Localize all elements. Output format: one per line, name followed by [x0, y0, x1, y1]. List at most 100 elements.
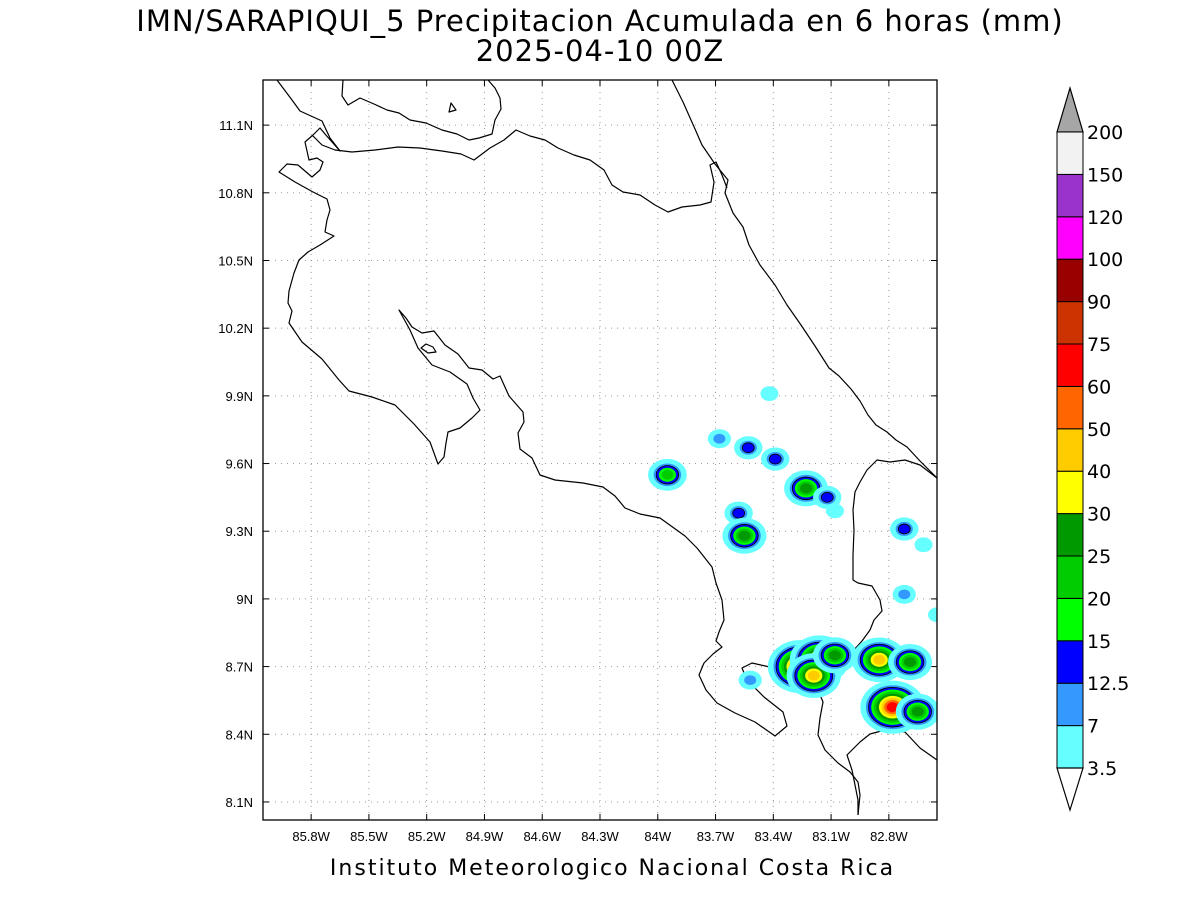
lat-tick-label: 9N	[236, 592, 253, 607]
precip-cell	[784, 470, 829, 507]
precip-contour	[713, 433, 726, 444]
lon-tick-label: 85.2W	[408, 829, 446, 844]
lat-tick-label: 9.6N	[226, 457, 253, 472]
coastline-panama-south	[846, 729, 937, 815]
lon-tick-label: 82.8W	[870, 829, 908, 844]
colorbar-swatch	[1056, 131, 1084, 175]
border-panama	[817, 459, 937, 691]
coastline-caribbean-nicaragua	[311, 129, 728, 213]
lat-tick-label: 8.4N	[226, 727, 253, 742]
colorbar-swatch	[1056, 555, 1084, 599]
precip-cell	[648, 458, 687, 491]
map-frame	[262, 79, 938, 821]
colorbar-swatch	[1056, 173, 1084, 218]
precip-contour	[661, 469, 674, 480]
precip-contour	[768, 453, 782, 465]
colorbar-label: 20	[1087, 588, 1111, 610]
coastline-caribbean	[671, 80, 937, 479]
precip-cell	[722, 517, 767, 554]
coastline-northwest	[276, 80, 861, 816]
lake-island	[448, 102, 457, 113]
precip-cell	[738, 670, 762, 690]
precip-cell	[928, 607, 937, 623]
colorbar-label: 90	[1087, 292, 1111, 314]
gulf-island	[420, 343, 437, 354]
colorbar-swatch	[1056, 343, 1084, 387]
colorbar: 3.5 7 12.5 15 20 25 30 40 50 60 75 90 100 120 150 200	[1056, 85, 1129, 813]
colorbar-swatch	[1056, 301, 1084, 345]
colorbar-label: 12.5	[1087, 673, 1129, 695]
precip-cell	[890, 517, 919, 541]
lat-tick-label: 10.5N	[218, 253, 253, 268]
lat-tick-label: 9.9N	[226, 389, 253, 404]
colorbar-over-triangle	[1056, 85, 1084, 133]
precip-contour	[898, 589, 911, 600]
precip-contour	[911, 706, 924, 717]
colorbar-under-triangle	[1056, 767, 1084, 813]
precip-cell	[892, 584, 916, 604]
precip-cell	[813, 485, 842, 510]
lat-tick-label: 10.8N	[218, 186, 253, 201]
precip-contour	[825, 503, 844, 519]
precip-cell	[707, 429, 731, 449]
colorbar-label: 75	[1087, 334, 1111, 356]
precip-cell	[761, 447, 790, 471]
precip-contour	[760, 386, 779, 401]
lon-tick-label: 83.7W	[697, 829, 735, 844]
lon-tick-label: 83.4W	[755, 829, 793, 844]
colorbar-label: 25	[1087, 546, 1111, 568]
colorbar-label: 100	[1087, 249, 1123, 271]
grid-lines	[263, 80, 937, 820]
precip-cell	[888, 644, 933, 681]
precip-contour	[807, 670, 820, 681]
latitude-ticks: 11.1N 10.8N 10.5N 10.2N 9.9N 9.6N 9.3N 9N 8.7N 8.…	[218, 118, 937, 810]
precip-contour	[820, 492, 834, 503]
colorbar-swatch	[1056, 513, 1084, 557]
precip-contour	[886, 702, 899, 713]
lat-tick-label: 8.1N	[226, 795, 253, 810]
precip-cell	[895, 693, 937, 730]
colorbar-label: 150	[1087, 164, 1123, 186]
lat-tick-label: 8.7N	[226, 660, 253, 675]
map-content	[276, 80, 937, 816]
precip-contour	[828, 650, 841, 661]
colorbar-swatch	[1056, 258, 1084, 303]
precip-cell	[825, 503, 844, 519]
colorbar-label: 3.5	[1087, 758, 1117, 780]
precip-contour	[744, 675, 757, 686]
lon-tick-label: 84.3W	[581, 829, 619, 844]
precipitation-field	[648, 386, 937, 734]
lon-tick-label: 85.5W	[350, 829, 388, 844]
precip-cell	[812, 637, 857, 674]
colorbar-swatch	[1056, 725, 1084, 769]
precip-contour	[741, 442, 755, 454]
map-footer: Instituto Meteorologico Nacional Costa R…	[329, 856, 896, 881]
precip-cell	[914, 537, 933, 553]
lat-tick-label: 9.3N	[226, 524, 253, 539]
colorbar-swatch	[1056, 428, 1084, 472]
lon-tick-label: 85.8W	[292, 829, 330, 844]
precip-contour	[873, 654, 886, 665]
colorbar-label: 15	[1087, 631, 1111, 653]
colorbar-swatch	[1056, 640, 1084, 684]
precip-cell	[760, 386, 779, 401]
colorbar-label: 50	[1087, 419, 1111, 441]
lon-tick-label: 84.6W	[523, 829, 561, 844]
precip-contour	[738, 530, 751, 541]
precip-contour	[904, 657, 917, 667]
colorbar-label: 60	[1087, 376, 1111, 398]
precip-contour	[800, 483, 813, 494]
precip-contour	[914, 537, 933, 553]
precip-contour	[928, 607, 937, 623]
lon-tick-label: 84.9W	[466, 829, 504, 844]
lon-tick-label: 83.1W	[812, 829, 850, 844]
lat-tick-label: 10.2N	[218, 321, 253, 336]
colorbar-label: 30	[1087, 504, 1111, 526]
colorbar-label: 120	[1087, 207, 1123, 229]
colorbar-label: 40	[1087, 461, 1111, 483]
colorbar-label: 200	[1087, 122, 1123, 144]
precip-cell	[734, 436, 763, 460]
colorbar-swatch	[1056, 597, 1084, 642]
lat-tick-label: 11.1N	[219, 118, 253, 133]
colorbar-swatch	[1056, 216, 1084, 260]
